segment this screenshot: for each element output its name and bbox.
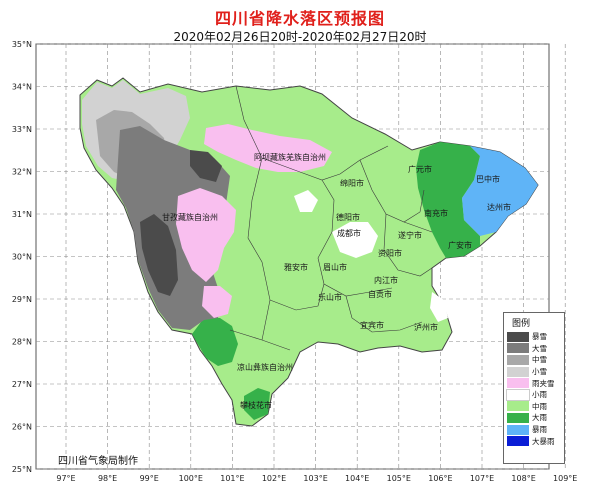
city-label: 阿坝藏族羌族自治州 (254, 152, 326, 162)
longitude-label: 100°E (179, 474, 203, 483)
legend-item: 大暴雨 (504, 435, 564, 447)
latitude-label: 30°N (12, 253, 32, 262)
legend-swatch (507, 436, 529, 447)
legend-item: 暴雨 (504, 424, 564, 436)
light-rain-region-east (430, 292, 448, 322)
latitude-label: 27°N (12, 380, 32, 389)
legend-swatch (507, 331, 529, 342)
latitude-label: 35°N (12, 40, 32, 49)
legend-label: 小雨 (532, 390, 547, 400)
legend-swatch (507, 401, 529, 412)
latitude-label: 26°N (12, 423, 32, 432)
longitude-label: 108°E (511, 474, 535, 483)
city-label: 泸州市 (414, 322, 438, 332)
legend-item: 大雨 (504, 412, 564, 424)
longitude-label: 101°E (220, 474, 244, 483)
city-boundaries (229, 85, 433, 351)
city-label: 南充市 (424, 208, 448, 218)
legend-label: 中雪 (532, 355, 547, 365)
map-title: 四川省降水落区预报图 (214, 9, 385, 28)
legend-swatch (507, 378, 529, 389)
legend-title: 图例 (512, 319, 531, 329)
city-label: 广安市 (448, 240, 472, 250)
producer-label: 四川省气象局制作 (58, 456, 138, 467)
legend-label: 大雪 (532, 343, 547, 353)
city-label: 自贡市 (368, 289, 392, 299)
legend-swatch (507, 366, 529, 377)
city-label: 宜宾市 (360, 320, 384, 330)
longitude-label: 105°E (387, 474, 411, 483)
city-label: 达州市 (487, 202, 511, 212)
longitude-label: 98°E (98, 474, 117, 483)
latitude-label: 29°N (12, 295, 32, 304)
legend-swatch (507, 424, 529, 435)
latitude-label: 28°N (12, 338, 32, 347)
heavy-rain-region-s (244, 388, 270, 420)
city-label: 攀枝花市 (240, 400, 272, 410)
latitude-label: 32°N (12, 168, 32, 177)
legend-label: 暴雨 (532, 425, 547, 435)
city-label: 眉山市 (323, 262, 347, 272)
longitude-label: 102°E (262, 474, 286, 483)
city-label: 成都市 (337, 228, 361, 238)
longitude-label: 109°E (553, 474, 577, 483)
legend-label: 中雨 (532, 401, 547, 411)
legend-label: 小雪 (532, 367, 547, 377)
legend-item: 中雪 (504, 354, 564, 366)
sleet-region-south (202, 286, 232, 318)
latitude-label: 33°N (12, 125, 32, 134)
legend-label: 暴雪 (532, 332, 547, 342)
axis-labels: 35°N 34°N 33°N 32°N 31°N 30°N 29°N 28°N 27°N 26°N… (12, 40, 578, 483)
light-rain-region-north (294, 190, 318, 212)
legend-swatch (507, 343, 529, 354)
heavy-rain-region-sw (192, 318, 238, 366)
latitude-label: 34°N (12, 83, 32, 92)
legend-items: 暴雪 大雪中雪小雪 雨夹雪小雨 中雨大雨暴雨 大暴雨 (504, 331, 564, 447)
longitude-label: 107°E (470, 474, 494, 483)
city-label: 巴中市 (476, 174, 500, 184)
legend-label: 雨夹雪 (532, 378, 555, 388)
latitude-label: 31°N (12, 210, 32, 219)
legend-box: 图例 暴雪 大雪中雪小雪 雨夹雪小雨 中雨大雨暴雨 大暴雨 (503, 312, 565, 464)
longitude-label: 97°E (56, 474, 75, 483)
map-subtitle: 2020年02月26日20时-2020年02月27日20时 (173, 30, 427, 44)
longitude-label: 103°E (303, 474, 327, 483)
city-label: 广元市 (408, 164, 432, 174)
light-rain-region-chengdu (332, 222, 378, 258)
legend-swatch (506, 388, 530, 401)
city-label: 甘孜藏族自治州 (162, 212, 218, 222)
legend-item: 雨夹雪 (504, 377, 564, 389)
legend-label: 大暴雨 (532, 436, 555, 446)
legend-item: 暴雪 (504, 331, 564, 343)
city-label: 德阳市 (336, 212, 360, 222)
legend-swatch (507, 354, 529, 365)
heavy-rain-region-ne (416, 142, 480, 258)
city-label: 乐山市 (318, 292, 342, 302)
legend-label: 大雨 (532, 413, 547, 423)
legend-item: 大雪 (504, 343, 564, 355)
city-label: 遂宁市 (398, 230, 422, 240)
longitude-label: 106°E (428, 474, 452, 483)
sleet-region-north (204, 124, 332, 172)
longitude-label: 104°E (345, 474, 369, 483)
city-label: 雅安市 (284, 262, 308, 272)
rainstorm-region-ne (462, 146, 538, 236)
city-label: 绵阳市 (340, 178, 364, 188)
legend-item: 中雨 (504, 401, 564, 413)
legend-swatch (507, 412, 529, 423)
sleet-region-west (176, 188, 236, 282)
legend-item: 小雪 (504, 366, 564, 378)
city-label: 资阳市 (378, 248, 402, 258)
city-label: 凉山彝族自治州 (237, 362, 293, 372)
longitude-label: 99°E (140, 474, 159, 483)
latitude-label: 25°N (12, 465, 32, 474)
legend-item: 小雨 (504, 388, 564, 401)
blizzard-region (140, 214, 178, 296)
blizzard-region-2 (190, 150, 222, 182)
city-label: 内江市 (374, 275, 398, 285)
